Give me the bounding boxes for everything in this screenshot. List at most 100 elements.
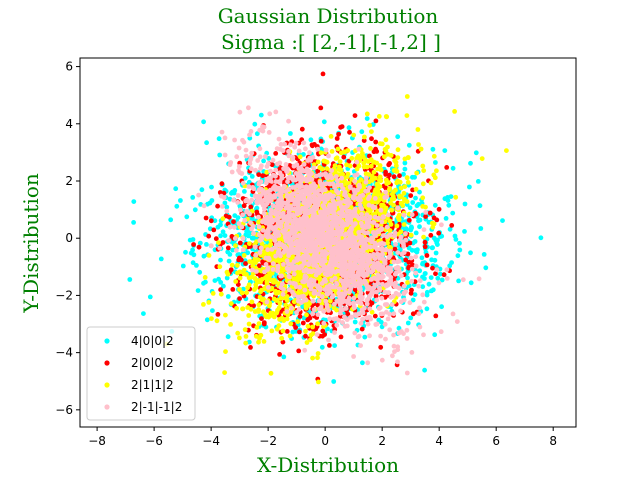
- data-point: [228, 267, 234, 273]
- data-point: [415, 127, 421, 132]
- data-point: [309, 142, 315, 148]
- data-point: [405, 180, 411, 185]
- data-point: [430, 265, 435, 271]
- data-point: [401, 190, 407, 196]
- data-point: [364, 111, 370, 117]
- data-point: [367, 122, 373, 128]
- data-point: [435, 275, 441, 281]
- data-point: [408, 193, 414, 199]
- chart-title: Gaussian Distribution: [218, 4, 439, 28]
- data-point: [376, 317, 382, 323]
- data-point: [417, 189, 422, 195]
- data-point: [420, 284, 426, 290]
- data-point: [424, 262, 430, 268]
- data-point: [158, 256, 164, 262]
- data-point: [327, 343, 332, 348]
- data-point: [237, 287, 242, 292]
- data-point: [467, 184, 472, 190]
- data-point: [449, 223, 455, 228]
- data-point: [413, 186, 419, 192]
- data-point: [237, 335, 242, 341]
- data-point: [190, 260, 196, 266]
- data-point: [218, 222, 223, 228]
- data-point: [234, 305, 240, 311]
- data-point: [439, 233, 445, 239]
- data-point: [347, 163, 353, 169]
- data-point: [432, 202, 438, 208]
- data-point: [406, 142, 412, 148]
- data-point: [347, 129, 352, 135]
- data-point: [456, 278, 461, 284]
- data-point: [231, 219, 236, 225]
- data-point: [351, 132, 357, 138]
- data-point: [249, 174, 255, 179]
- data-point: [340, 171, 346, 177]
- data-point: [318, 150, 324, 156]
- data-point: [413, 248, 419, 254]
- data-point: [210, 308, 215, 313]
- data-point: [217, 264, 223, 270]
- data-point: [426, 281, 432, 287]
- data-point: [224, 204, 230, 210]
- data-point: [368, 146, 373, 151]
- data-point: [402, 184, 408, 190]
- data-point: [327, 298, 333, 304]
- data-point: [439, 277, 445, 283]
- data-point: [331, 379, 337, 384]
- data-point: [248, 306, 254, 312]
- data-point: [408, 232, 414, 238]
- data-point: [229, 189, 235, 195]
- data-point: [349, 155, 355, 161]
- data-point: [248, 204, 254, 210]
- data-point: [131, 220, 137, 225]
- data-point: [277, 301, 283, 306]
- data-point: [251, 303, 256, 308]
- data-point: [377, 163, 383, 168]
- data-point: [228, 301, 234, 306]
- data-point: [500, 218, 505, 224]
- data-point: [430, 146, 436, 152]
- data-point: [230, 247, 236, 253]
- data-point: [230, 287, 236, 292]
- data-point: [225, 334, 231, 340]
- data-point: [408, 227, 414, 233]
- data-point: [256, 219, 261, 225]
- data-point: [206, 253, 212, 258]
- data-point: [209, 198, 215, 203]
- data-point: [445, 198, 451, 204]
- data-point: [359, 129, 365, 135]
- data-point: [255, 257, 261, 263]
- data-point: [341, 154, 347, 160]
- data-point: [360, 182, 366, 188]
- data-point: [345, 311, 351, 317]
- data-point: [410, 262, 415, 268]
- data-point: [442, 148, 448, 154]
- data-point: [218, 257, 223, 263]
- data-point: [209, 316, 214, 321]
- data-point: [343, 181, 348, 187]
- data-point: [254, 209, 260, 215]
- data-point: [397, 173, 402, 179]
- data-point: [449, 260, 454, 265]
- data-point: [254, 205, 260, 211]
- data-point: [352, 319, 358, 325]
- data-point: [369, 136, 374, 142]
- data-point: [378, 344, 384, 350]
- data-point: [455, 253, 461, 259]
- data-point: [328, 134, 334, 139]
- data-point: [297, 329, 302, 335]
- data-point: [478, 226, 484, 231]
- data-point: [191, 242, 197, 247]
- data-point: [243, 261, 248, 266]
- data-point: [338, 150, 344, 156]
- data-point: [225, 249, 231, 255]
- data-point: [268, 370, 274, 376]
- data-point: [457, 247, 463, 253]
- data-point: [296, 348, 302, 354]
- data-point: [434, 217, 440, 223]
- data-point: [201, 119, 207, 125]
- data-point: [433, 313, 439, 319]
- data-point: [364, 164, 370, 170]
- data-point: [424, 292, 430, 298]
